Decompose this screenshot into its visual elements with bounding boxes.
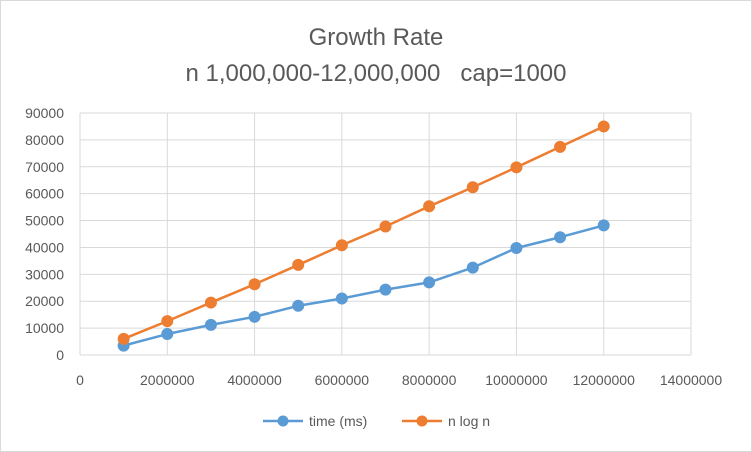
data-point bbox=[161, 315, 174, 328]
y-tick-label: 40000 bbox=[25, 239, 64, 255]
legend-marker bbox=[277, 415, 289, 427]
gridlines bbox=[79, 112, 692, 356]
data-point bbox=[597, 120, 610, 133]
y-axis-ticks: 0 10000 20000 30000 40000 50000 60000 70000 8000… bbox=[25, 105, 64, 363]
series-line-0 bbox=[123, 224, 605, 347]
x-tick-label: 8000000 bbox=[402, 372, 457, 388]
data-point bbox=[379, 283, 392, 296]
x-tick-label: 4000000 bbox=[227, 372, 282, 388]
x-tick-label: 6000000 bbox=[315, 372, 370, 388]
y-tick-label: 0 bbox=[56, 347, 64, 363]
data-point bbox=[204, 296, 217, 309]
data-point bbox=[597, 219, 610, 232]
y-tick-label: 10000 bbox=[25, 320, 64, 336]
data-point bbox=[335, 239, 348, 252]
y-tick-label: 30000 bbox=[25, 266, 64, 282]
legend-marker bbox=[416, 415, 428, 427]
data-point bbox=[161, 328, 174, 341]
data-point bbox=[466, 181, 479, 194]
series-group bbox=[117, 120, 610, 352]
data-point bbox=[292, 258, 305, 271]
x-tick-label: 14000000 bbox=[660, 372, 723, 388]
data-point bbox=[248, 310, 261, 323]
legend: time (ms) n log n bbox=[263, 413, 490, 429]
series-line-1 bbox=[123, 125, 605, 341]
data-point bbox=[117, 332, 130, 345]
legend-label: time (ms) bbox=[309, 413, 367, 429]
x-tick-label: 0 bbox=[76, 372, 84, 388]
y-tick-label: 50000 bbox=[25, 213, 64, 229]
chart-subtitle: n 1,000,000-12,000,000 cap=1000 bbox=[186, 60, 567, 87]
y-tick-label: 80000 bbox=[25, 132, 64, 148]
data-point bbox=[423, 200, 436, 213]
data-point bbox=[466, 261, 479, 274]
chart-title: Growth Rate bbox=[309, 24, 444, 51]
data-point bbox=[292, 299, 305, 312]
data-point bbox=[510, 161, 523, 174]
x-axis-ticks: 0 2000000 4000000 6000000 8000000 10000000 120… bbox=[76, 372, 722, 388]
data-point bbox=[510, 241, 523, 254]
data-point bbox=[204, 318, 217, 331]
data-point bbox=[554, 140, 567, 153]
y-tick-label: 20000 bbox=[25, 293, 64, 309]
x-tick-label: 10000000 bbox=[485, 372, 548, 388]
data-point bbox=[554, 231, 567, 244]
data-point bbox=[335, 292, 348, 305]
x-tick-label: 12000000 bbox=[573, 372, 636, 388]
y-tick-label: 90000 bbox=[25, 105, 64, 121]
y-tick-label: 60000 bbox=[25, 186, 64, 202]
y-tick-label: 70000 bbox=[25, 159, 64, 175]
x-tick-label: 2000000 bbox=[140, 372, 195, 388]
data-point bbox=[248, 278, 261, 291]
data-point bbox=[379, 220, 392, 233]
data-point bbox=[423, 276, 436, 289]
legend-label: n log n bbox=[448, 413, 490, 429]
